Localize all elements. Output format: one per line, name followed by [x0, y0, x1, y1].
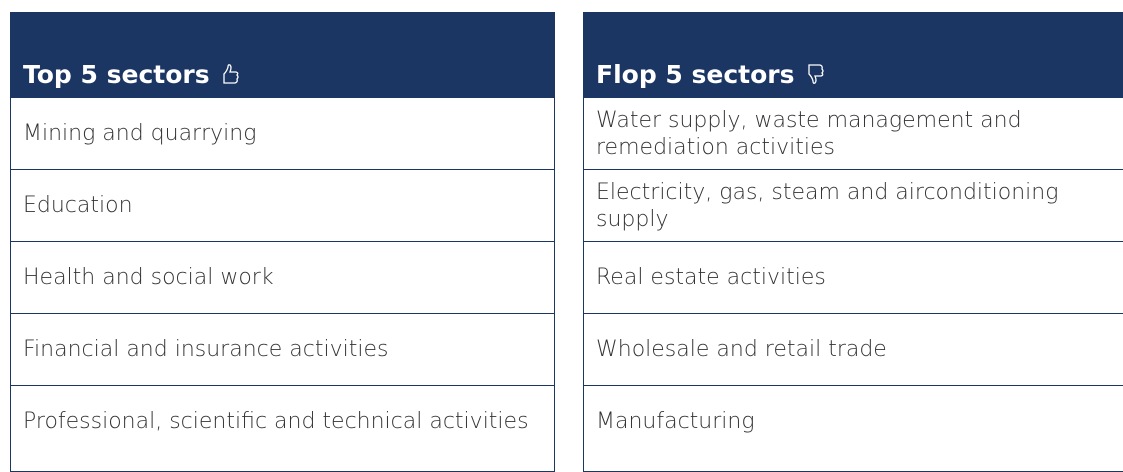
table-row: Electricity, gas, steam and aircondition… — [584, 169, 1123, 241]
thumbs-down-icon — [807, 64, 824, 84]
table-row: Financial and insurance activities — [11, 313, 554, 385]
thumbs-up-icon — [222, 64, 239, 84]
header-title: Flop 5 sectors — [596, 59, 795, 89]
table-row: Wholesale and retail trade — [584, 313, 1123, 385]
table-header: Flop 5 sectors — [584, 13, 1123, 97]
header-title: Top 5 sectors — [23, 59, 210, 89]
table-row: Water supply, waste management and remed… — [584, 97, 1123, 169]
table-row: Education — [11, 169, 554, 241]
flop-table: Flop 5 sectors Water supply, waste manag… — [583, 12, 1123, 472]
table-row: Professional, scientific and technical a… — [11, 385, 554, 457]
top-table: Top 5 sectors Mining and quarrying Educat… — [10, 12, 555, 472]
page: {"left": {"title": "Top 5 sectors", "row… — [10, 12, 1123, 472]
table-row: Mining and quarrying — [11, 97, 554, 169]
table-row: Real estate activities — [584, 241, 1123, 313]
table-row: Health and social work — [11, 241, 554, 313]
table-header: Top 5 sectors — [11, 13, 554, 97]
table-row: Manufacturing — [584, 385, 1123, 457]
